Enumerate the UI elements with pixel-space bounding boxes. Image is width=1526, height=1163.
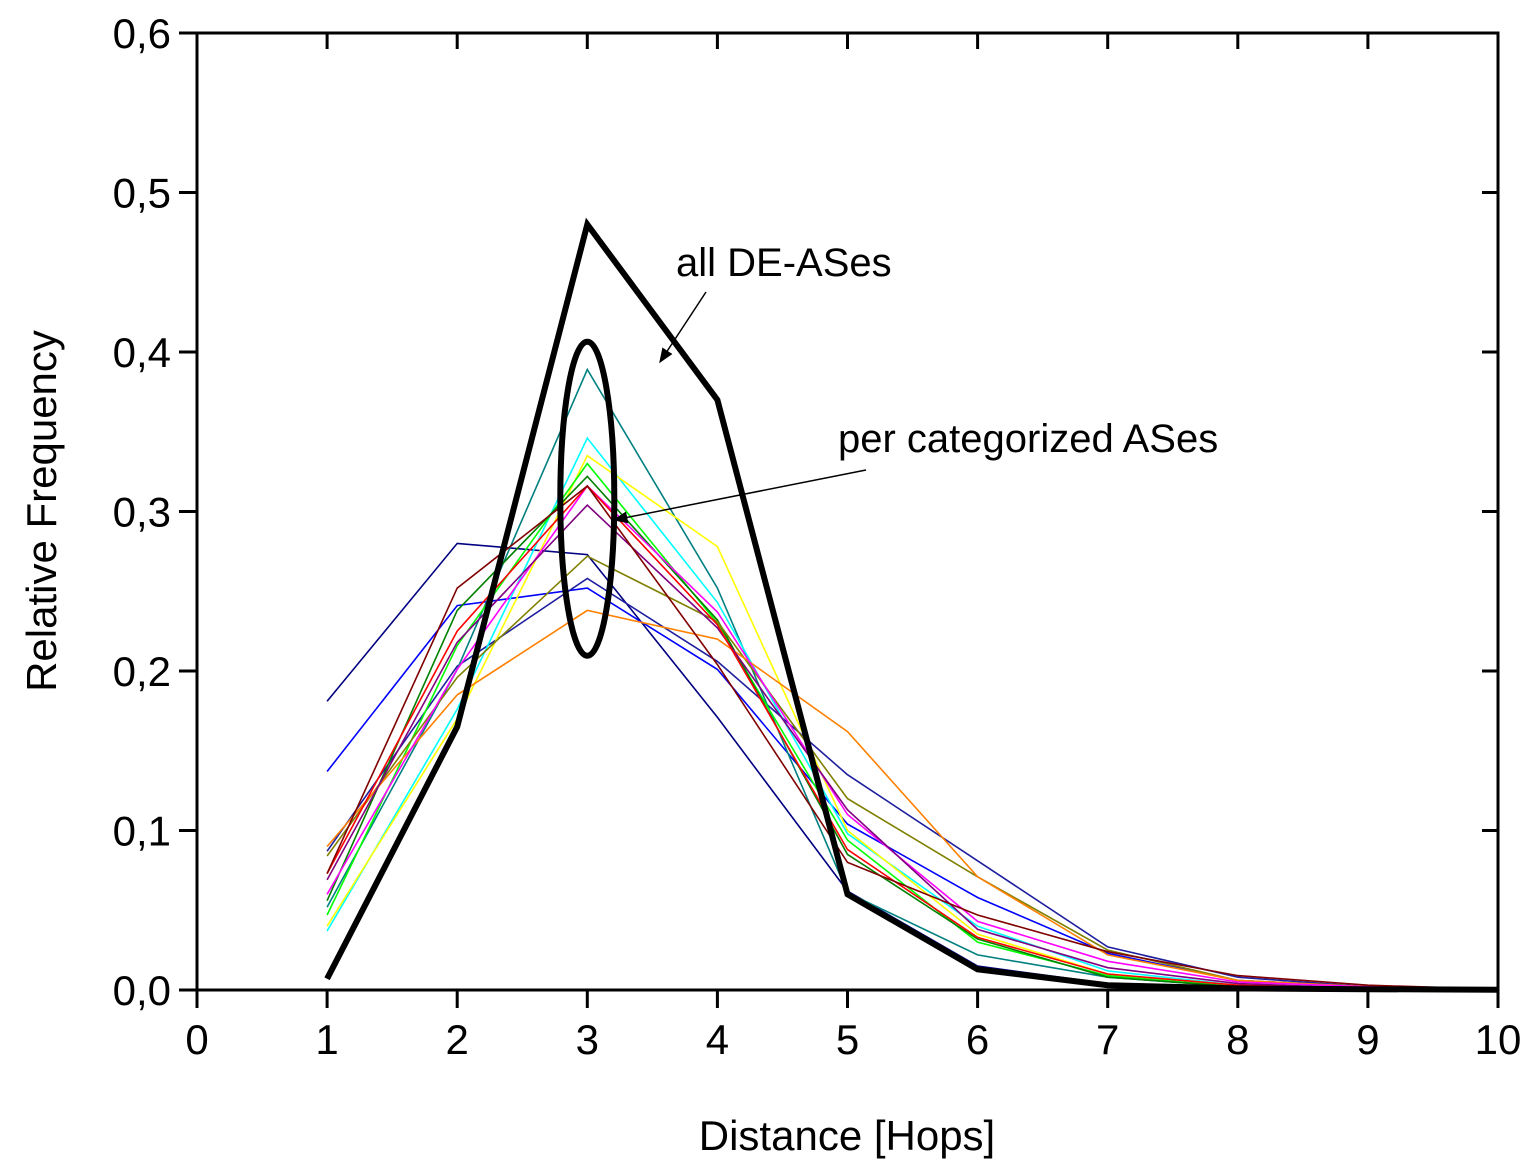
x-tick-label: 1 — [315, 1016, 338, 1063]
x-tick-label: 10 — [1475, 1016, 1522, 1063]
series-lines — [324, 217, 1499, 993]
x-axis-title: Distance [Hops] — [699, 1112, 995, 1159]
x-tick-label: 4 — [706, 1016, 729, 1063]
y-tick-label: 0,4 — [113, 329, 171, 376]
series-line-13 — [326, 503, 1499, 991]
x-tick-label: 9 — [1356, 1016, 1379, 1063]
x-tick-label: 5 — [836, 1016, 859, 1063]
y-tick-label: 0,6 — [113, 10, 171, 57]
series-line-6 — [326, 436, 1499, 991]
y-tick-label: 0,5 — [113, 170, 171, 217]
series-line-2 — [326, 542, 1499, 991]
y-tick-label: 0,2 — [113, 648, 171, 695]
x-tick-label: 7 — [1096, 1016, 1119, 1063]
series-line-4 — [326, 577, 1499, 990]
x-tick-label: 3 — [576, 1016, 599, 1063]
y-tick-label: 0,0 — [113, 967, 171, 1014]
x-tick-label: 0 — [185, 1016, 208, 1063]
axes: 0 1 2 3 4 5 6 7 8 9 10 0,0 0,1 0,2 0,3 0,4 0,5 0,6 — [113, 10, 1522, 1063]
highlight-ellipse — [557, 338, 618, 659]
annotations: all DE-ASes per categorized ASes — [557, 241, 1218, 659]
annotation-arrow-per-categorized-ases — [612, 469, 867, 524]
series-line-15 — [326, 484, 1499, 990]
series-line-12 — [326, 484, 1499, 990]
y-tick-label: 0,3 — [113, 489, 171, 536]
annotation-per-categorized-ases: per categorized ASes — [838, 417, 1218, 461]
annotation-all-de-ases: all DE-ASes — [676, 241, 892, 285]
x-tick-label: 6 — [966, 1016, 989, 1063]
y-tick-label: 0,1 — [113, 808, 171, 855]
y-axis-title: Relative Frequency — [18, 330, 65, 692]
x-tick-label: 8 — [1226, 1016, 1249, 1063]
series-line-all-de-ases — [324, 217, 1499, 993]
series-line-7 — [326, 454, 1499, 991]
annotation-arrow-all-de-ases — [659, 291, 707, 364]
x-tick-label: 2 — [446, 1016, 469, 1063]
